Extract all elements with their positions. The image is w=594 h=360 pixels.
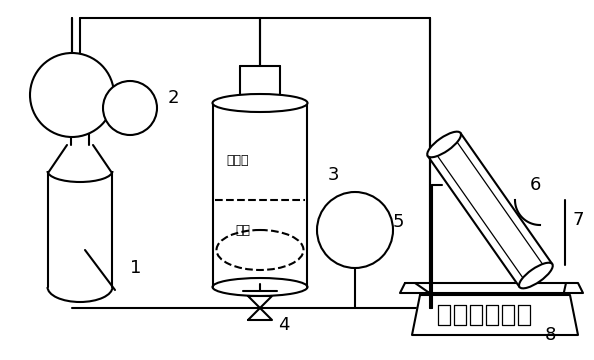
Text: 7: 7 [572,211,583,229]
Polygon shape [428,133,552,287]
Ellipse shape [519,263,553,288]
Polygon shape [248,296,272,308]
Text: 6: 6 [530,176,541,194]
Text: 5: 5 [393,213,405,231]
Circle shape [103,81,157,135]
Text: 1: 1 [130,259,141,277]
Text: 置换液: 置换液 [227,153,249,166]
Polygon shape [400,283,583,293]
Ellipse shape [213,278,308,296]
Text: 8: 8 [545,326,557,344]
Ellipse shape [213,94,308,112]
Text: 4: 4 [278,316,289,334]
Text: 2: 2 [168,89,179,107]
Circle shape [30,53,114,137]
Text: 3: 3 [328,166,340,184]
Text: 原液: 原液 [235,224,251,237]
Circle shape [317,192,393,268]
Ellipse shape [427,132,461,157]
Polygon shape [412,295,578,335]
Polygon shape [248,308,272,320]
